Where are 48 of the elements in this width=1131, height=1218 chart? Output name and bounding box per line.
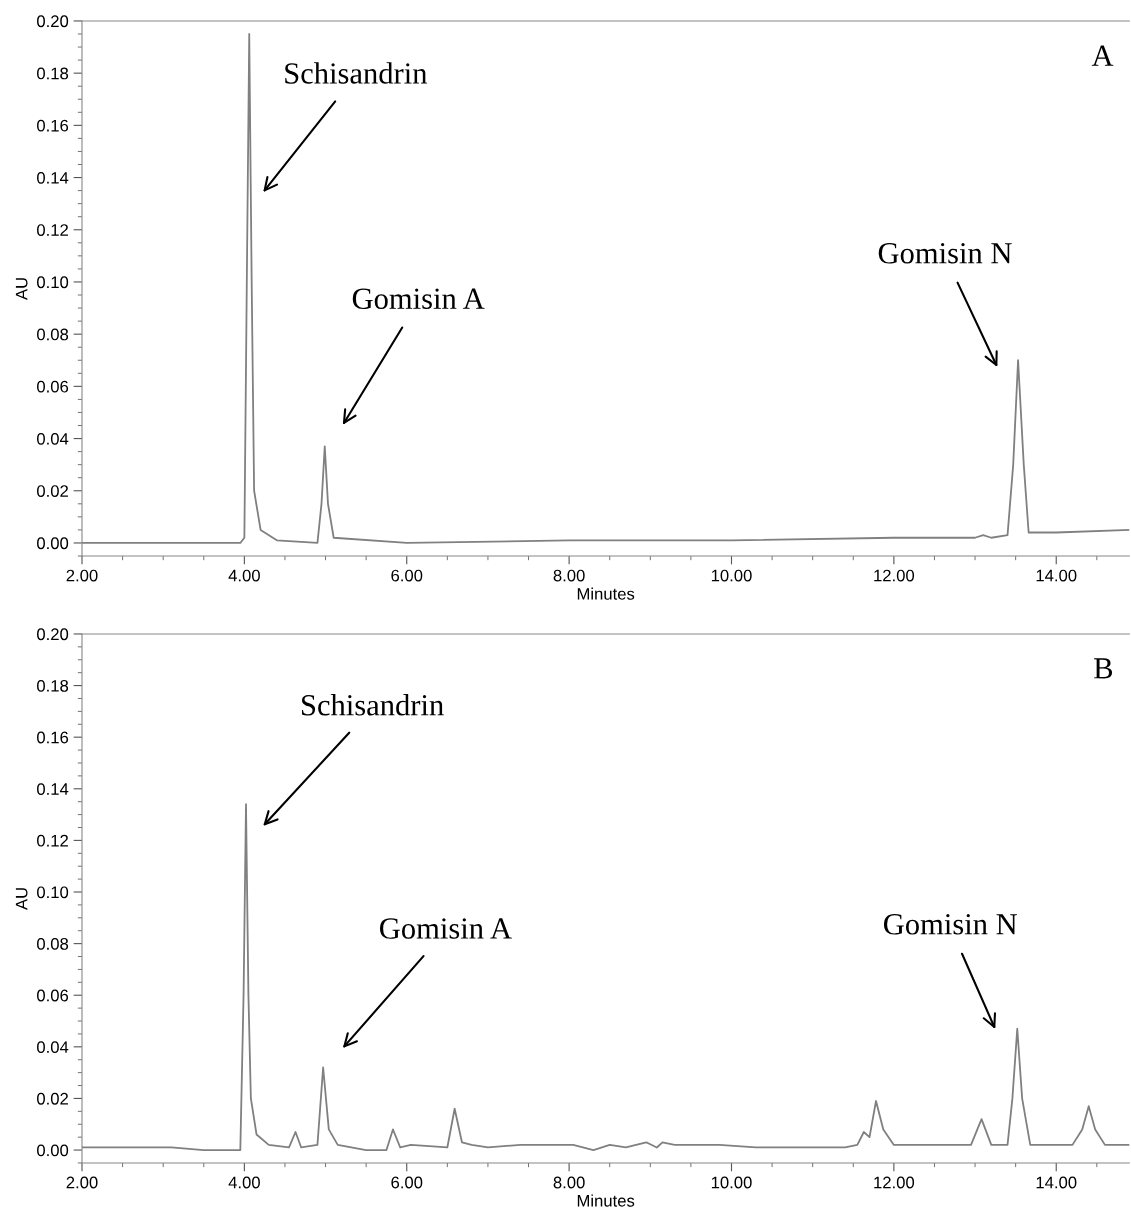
y-tick-label: 0.20: [37, 15, 69, 28]
y-tick-label: 0.16: [37, 119, 69, 132]
x-tick-label: 10.00: [711, 1176, 752, 1189]
y-tick-label: 0.16: [37, 731, 69, 744]
y-tick-label: 0.14: [37, 171, 69, 184]
y-tick-label: 0.02: [37, 1092, 68, 1105]
annotation: Schisandrin: [285, 62, 428, 84]
x-tick-label: 2.00: [66, 1176, 98, 1189]
annotation: B: [1094, 658, 1113, 679]
annotation: Schisandrin: [302, 694, 444, 716]
y-axis-title: AU: [15, 278, 28, 301]
x-tick-label: 8.00: [553, 1176, 585, 1189]
y-tick-label: 0.04: [37, 432, 69, 445]
annotation: Gomisin N: [883, 914, 1017, 935]
y-tick-label: 0.08: [37, 328, 69, 341]
annotation: Gomisin A: [380, 918, 512, 939]
y-tick-label: 0.18: [37, 67, 69, 80]
y-tick-label: 0.12: [37, 224, 68, 236]
y-tick-label: 0.08: [37, 938, 69, 950]
x-tick-label: 4.00: [228, 569, 260, 582]
annotation: A: [1091, 45, 1114, 66]
x-axis-title: Minutes: [577, 587, 635, 600]
y-tick-label: 0.18: [37, 679, 69, 692]
annotation: Gomisin N: [878, 243, 1012, 264]
annotation: Gomisin A: [352, 288, 485, 310]
y-tick-label: 0.06: [37, 380, 69, 393]
x-tick-label: 12.00: [874, 1176, 915, 1189]
x-tick-label: 10.00: [711, 569, 752, 582]
y-tick-label: 0.00: [37, 1144, 69, 1157]
y-tick-label: 0.00: [37, 537, 69, 550]
x-tick-label: 2.00: [66, 569, 98, 582]
x-tick-label: 8.00: [553, 569, 585, 582]
y-tick-label: 0.10: [37, 276, 69, 289]
y-tick-label: 0.14: [37, 783, 69, 795]
y-tick-label: 0.04: [37, 1041, 69, 1054]
x-tick-label: 14.00: [1036, 1176, 1077, 1189]
x-tick-label: 4.00: [228, 1176, 260, 1189]
y-tick-label: 0.12: [37, 834, 68, 847]
x-tick-label: 14.00: [1036, 569, 1077, 582]
y-tick-label: 0.06: [37, 989, 69, 1002]
y-tick-label: 0.10: [37, 886, 69, 899]
x-axis-title: Minutes: [577, 1194, 635, 1207]
y-axis-title: AU: [15, 888, 28, 910]
x-tick-label: 6.00: [391, 569, 423, 582]
x-tick-label: 12.00: [874, 569, 915, 582]
x-tick-label: 6.00: [391, 1176, 423, 1189]
y-tick-label: 0.20: [37, 628, 69, 641]
y-tick-label: 0.02: [37, 485, 68, 497]
